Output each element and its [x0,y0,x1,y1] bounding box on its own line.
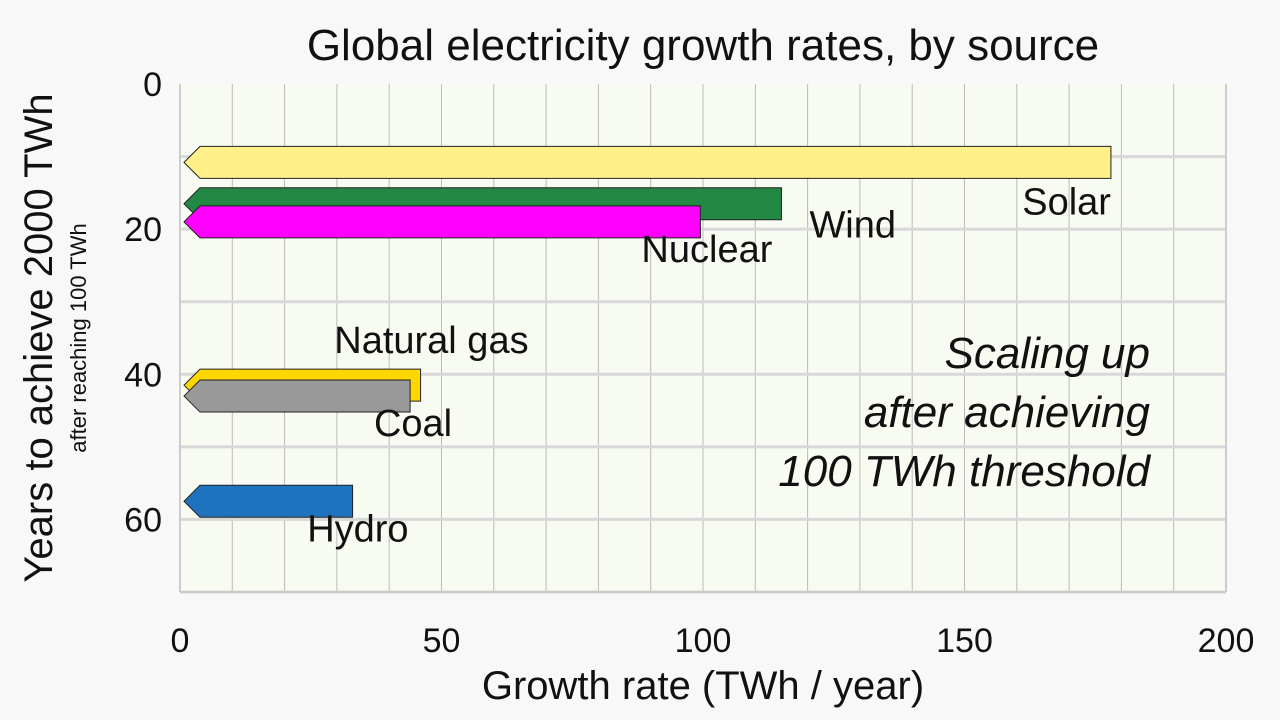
x-tick-label: 50 [423,622,461,660]
bar-label-coal: Coal [374,403,452,445]
tick-labels: 0 50 100 150 200 0 20 40 60 [124,66,1254,660]
x-axis-label: Growth rate (TWh / year) [482,664,924,708]
bar-label-nuclear: Nuclear [641,229,772,271]
annotation-line-1: Scaling up [945,329,1150,378]
x-tick-label: 100 [675,622,732,660]
bar-label-natural-gas: Natural gas [334,320,528,362]
annotation: Scaling up after achieving 100 TWh thres… [778,329,1151,496]
bar-label-hydro: Hydro [307,508,408,550]
x-tick-label: 150 [936,622,993,660]
bar-nuclear [183,205,701,239]
y-tick-label: 60 [124,501,162,539]
bar-labels: Solar Wind Nuclear Natural gas Coal Hydro [307,181,1111,550]
x-tick-label: 200 [1198,622,1255,660]
y-tick-label: 20 [124,211,162,249]
bar-hydro [183,484,354,518]
y-axis-label: Years to achieve 2000 TWh [17,93,61,582]
axes [179,84,1227,593]
bar-solar [183,145,1112,179]
y-tick-label: 0 [143,66,162,104]
annotation-line-3: 100 TWh threshold [778,447,1151,496]
x-tick-label: 0 [171,622,190,660]
chart-title: Global electricity growth rates, by sour… [307,21,1099,70]
annotation-line-2: after achieving [864,388,1151,437]
y-tick-label: 40 [124,356,162,394]
bar-label-wind: Wind [809,205,896,247]
bar-coal [183,379,411,413]
y-axis-sublabel: after reaching 100 TWh [66,223,91,453]
bar-label-solar: Solar [1022,181,1111,223]
bars [183,145,1112,518]
